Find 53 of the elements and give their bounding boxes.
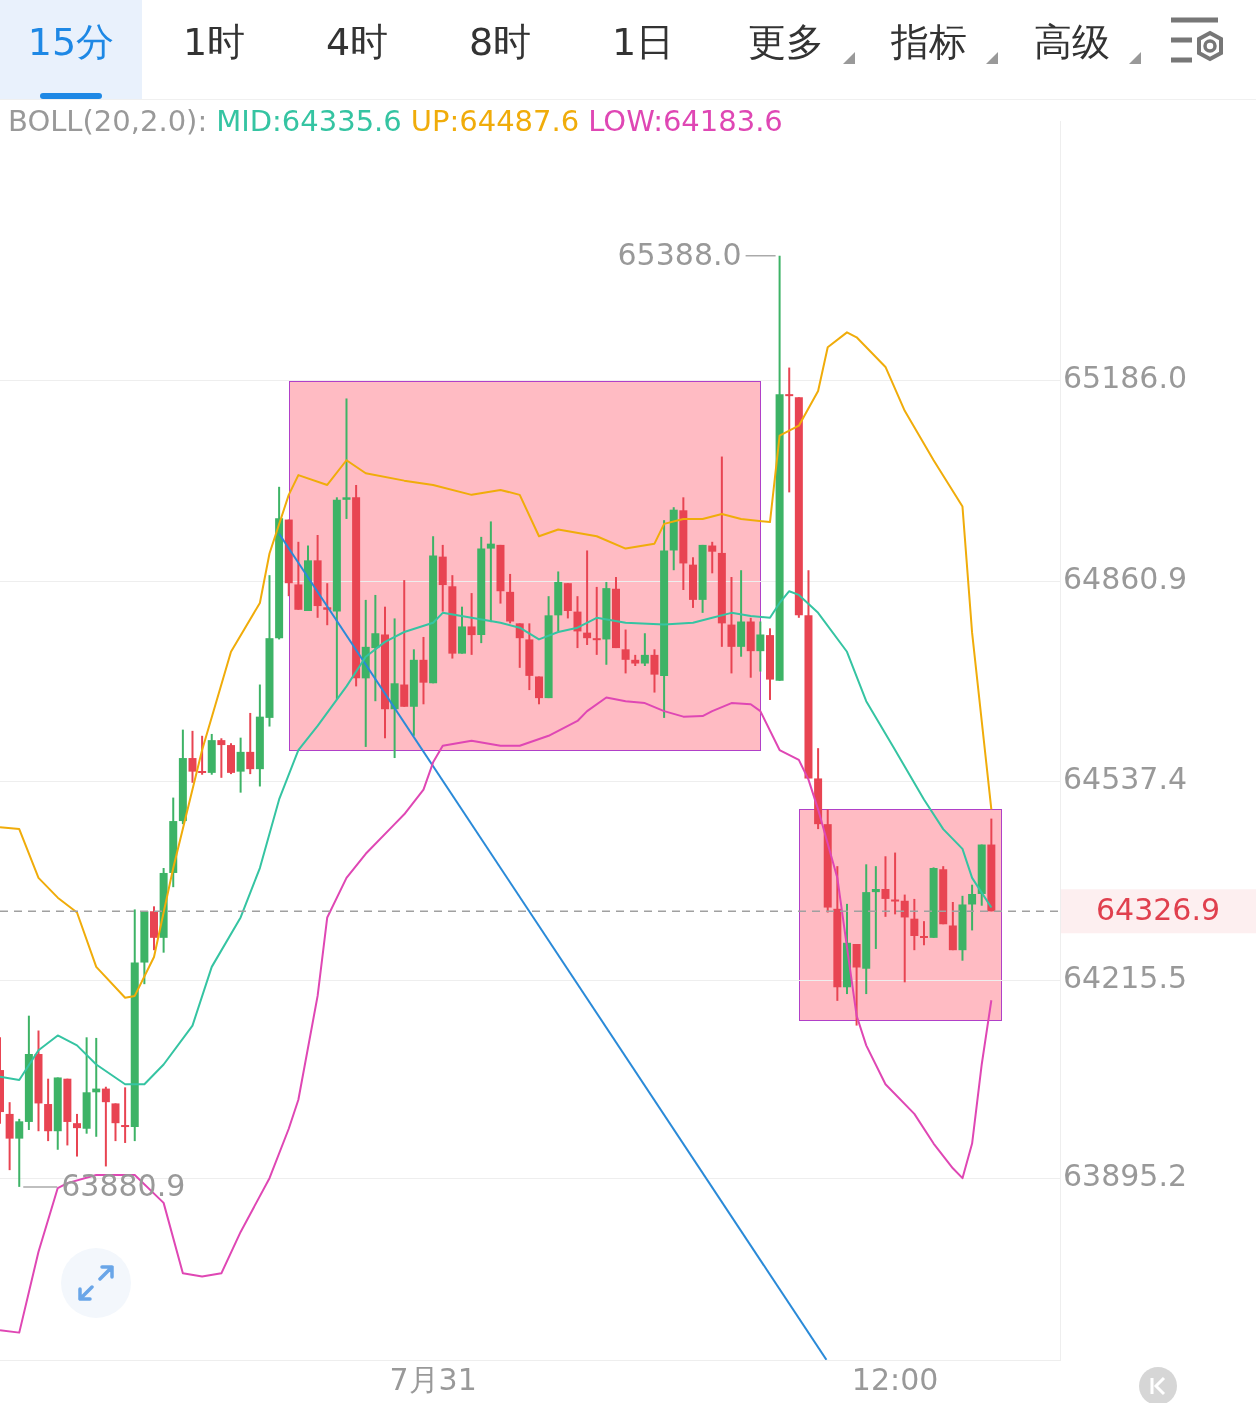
- candlestick: [15, 1117, 24, 1188]
- candlestick: [188, 729, 197, 784]
- candlestick: [756, 620, 765, 673]
- candlestick: [891, 851, 900, 916]
- candlestick: [910, 897, 919, 952]
- candlestick: [881, 855, 890, 918]
- y-tick-label: 64860.9: [1063, 561, 1188, 597]
- candlestick: [708, 540, 717, 575]
- text: 高级: [1033, 19, 1111, 66]
- candlestick: [400, 579, 409, 708]
- candlestick: [534, 675, 543, 706]
- candlestick: [621, 628, 630, 675]
- candlestick: [583, 549, 592, 646]
- candlestick: [419, 635, 428, 706]
- candlestick: [727, 576, 736, 675]
- text: 指标: [890, 19, 968, 66]
- candlestick: [640, 632, 649, 667]
- text: MID:64335.6: [216, 104, 402, 138]
- candlestick: [871, 865, 880, 950]
- candlestick: [900, 893, 909, 984]
- text: 8时: [467, 19, 533, 66]
- text: 1日: [610, 19, 676, 66]
- candlestick: [111, 1102, 120, 1143]
- text: 1时: [181, 19, 247, 66]
- candlestick: [852, 943, 861, 1027]
- y-tick-label: 65186.0: [1063, 360, 1188, 396]
- candlestick: [919, 920, 928, 947]
- text: 更多: [747, 19, 825, 66]
- candlestick: [342, 397, 351, 520]
- text: LOW:64183.6: [588, 104, 783, 138]
- candlestick: [198, 734, 207, 776]
- annotation: 65388.0: [617, 236, 742, 272]
- x-tick-label: 7月31: [389, 1361, 477, 1397]
- candlestick: [785, 366, 794, 494]
- text: 15分: [0, 0, 142, 99]
- candlestick: [246, 711, 255, 776]
- candlestick: [650, 648, 659, 694]
- ref-line-label: 64326.9: [1095, 892, 1221, 928]
- candlestick: [467, 592, 476, 656]
- text: UP:64487.6: [410, 104, 580, 138]
- x-tick-label: 12:00: [851, 1361, 939, 1397]
- candlestick: [121, 1086, 130, 1144]
- candlestick: [217, 737, 226, 779]
- y-tick-label: 63895.2: [1063, 1157, 1188, 1193]
- candlestick: [968, 883, 977, 932]
- candlestick: [73, 1112, 81, 1158]
- candlestick: [236, 736, 245, 794]
- y-tick-label: 64537.4: [1063, 761, 1188, 797]
- candlestick: [101, 1085, 110, 1168]
- legend-title: BOLL(20,2.0):: [8, 104, 208, 138]
- candlestick: [592, 585, 601, 656]
- text: 4时: [324, 19, 390, 66]
- y-tick-label: 64215.5: [1063, 959, 1188, 995]
